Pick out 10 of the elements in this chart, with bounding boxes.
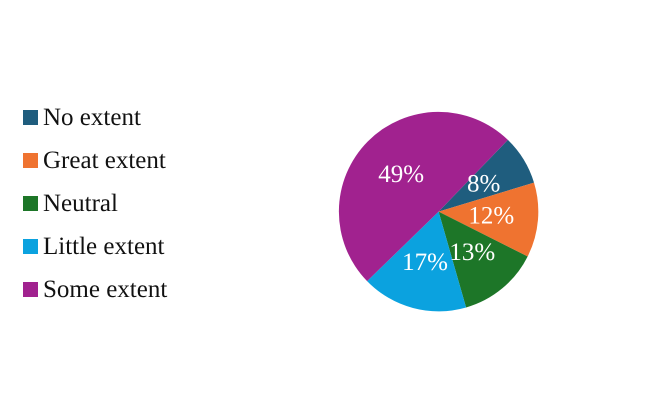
legend-label: Great extent bbox=[43, 147, 166, 174]
data-label: 49% bbox=[378, 160, 424, 188]
data-label: 17% bbox=[402, 249, 448, 276]
legend-label: Some extent bbox=[43, 276, 168, 303]
legend-label: Little extent bbox=[43, 233, 165, 260]
data-label: 8% bbox=[467, 170, 500, 198]
data-label: 13% bbox=[449, 238, 496, 266]
legend-label: No extent bbox=[43, 104, 141, 131]
legend-label: Neutral bbox=[43, 190, 118, 217]
data-label: 12% bbox=[468, 202, 514, 230]
